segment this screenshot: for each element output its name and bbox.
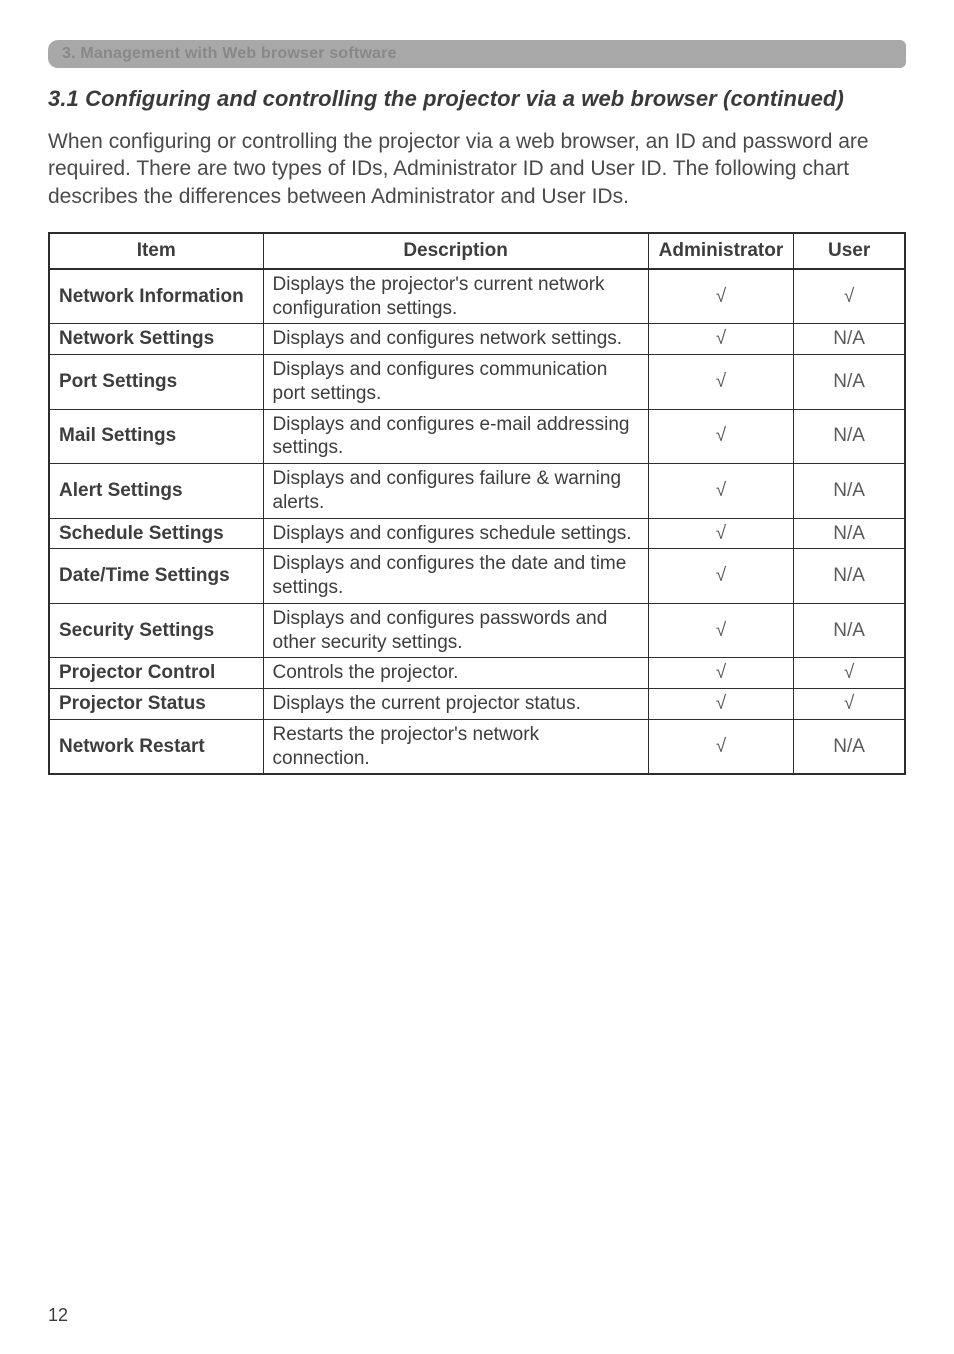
table-row: Alert Settings Displays and configures f… — [49, 464, 905, 519]
page-number: 12 — [48, 1305, 68, 1326]
section-banner: 3. Management with Web browser software — [48, 40, 906, 68]
cell-item: Network Restart — [49, 719, 263, 774]
cell-desc: Displays and configures communication po… — [263, 355, 648, 410]
cell-user: N/A — [794, 355, 905, 410]
cell-user: N/A — [794, 409, 905, 464]
table-row: Port Settings Displays and configures co… — [49, 355, 905, 410]
cell-desc: Displays and configures schedule setting… — [263, 518, 648, 549]
document-page: 3. Management with Web browser software … — [0, 0, 954, 1354]
cell-user: N/A — [794, 518, 905, 549]
cell-admin: √ — [648, 355, 794, 410]
cell-desc: Displays and configures the date and tim… — [263, 549, 648, 604]
cell-item: Port Settings — [49, 355, 263, 410]
cell-item: Alert Settings — [49, 464, 263, 519]
cell-desc: Displays and configures failure & warnin… — [263, 464, 648, 519]
subheading: 3.1 Configuring and controlling the proj… — [48, 86, 906, 112]
cell-admin: √ — [648, 518, 794, 549]
cell-admin: √ — [648, 603, 794, 658]
table-row: Projector Status Displays the current pr… — [49, 689, 905, 720]
cell-desc: Displays the current projector status. — [263, 689, 648, 720]
cell-desc: Displays and configures e-mail addressin… — [263, 409, 648, 464]
cell-desc: Displays and configures network settings… — [263, 324, 648, 355]
cell-item: Schedule Settings — [49, 518, 263, 549]
cell-user: N/A — [794, 719, 905, 774]
table-row: Projector Control Controls the projector… — [49, 658, 905, 689]
table-row: Security Settings Displays and configure… — [49, 603, 905, 658]
table-row: Date/Time Settings Displays and configur… — [49, 549, 905, 604]
cell-admin: √ — [648, 689, 794, 720]
cell-item: Projector Control — [49, 658, 263, 689]
cell-desc: Displays and configures passwords and ot… — [263, 603, 648, 658]
table-header-row: Item Description Administrator User — [49, 233, 905, 269]
cell-admin: √ — [648, 549, 794, 604]
cell-admin: √ — [648, 719, 794, 774]
col-header-item: Item — [49, 233, 263, 269]
section-banner-text: 3. Management with Web browser software — [62, 45, 397, 62]
cell-user: N/A — [794, 464, 905, 519]
cell-admin: √ — [648, 324, 794, 355]
cell-user: √ — [794, 269, 905, 324]
cell-admin: √ — [648, 269, 794, 324]
cell-user: N/A — [794, 603, 905, 658]
table-body: Network Information Displays the project… — [49, 269, 905, 775]
cell-user: N/A — [794, 324, 905, 355]
table-row: Network Settings Displays and configures… — [49, 324, 905, 355]
cell-user: N/A — [794, 549, 905, 604]
col-header-desc: Description — [263, 233, 648, 269]
table-row: Network Restart Restarts the projector's… — [49, 719, 905, 774]
table-row: Mail Settings Displays and configures e-… — [49, 409, 905, 464]
cell-admin: √ — [648, 409, 794, 464]
cell-item: Network Settings — [49, 324, 263, 355]
cell-user: √ — [794, 658, 905, 689]
col-header-admin: Administrator — [648, 233, 794, 269]
cell-item: Projector Status — [49, 689, 263, 720]
cell-desc: Restarts the projector's network connect… — [263, 719, 648, 774]
intro-paragraph: When configuring or controlling the proj… — [48, 128, 906, 210]
cell-item: Network Information — [49, 269, 263, 324]
cell-item: Mail Settings — [49, 409, 263, 464]
cell-admin: √ — [648, 658, 794, 689]
cell-user: √ — [794, 689, 905, 720]
feature-table: Item Description Administrator User Netw… — [48, 232, 906, 776]
cell-item: Date/Time Settings — [49, 549, 263, 604]
table-row: Schedule Settings Displays and configure… — [49, 518, 905, 549]
table-row: Network Information Displays the project… — [49, 269, 905, 324]
cell-admin: √ — [648, 464, 794, 519]
cell-item: Security Settings — [49, 603, 263, 658]
cell-desc: Displays the projector's current network… — [263, 269, 648, 324]
col-header-user: User — [794, 233, 905, 269]
cell-desc: Controls the projector. — [263, 658, 648, 689]
